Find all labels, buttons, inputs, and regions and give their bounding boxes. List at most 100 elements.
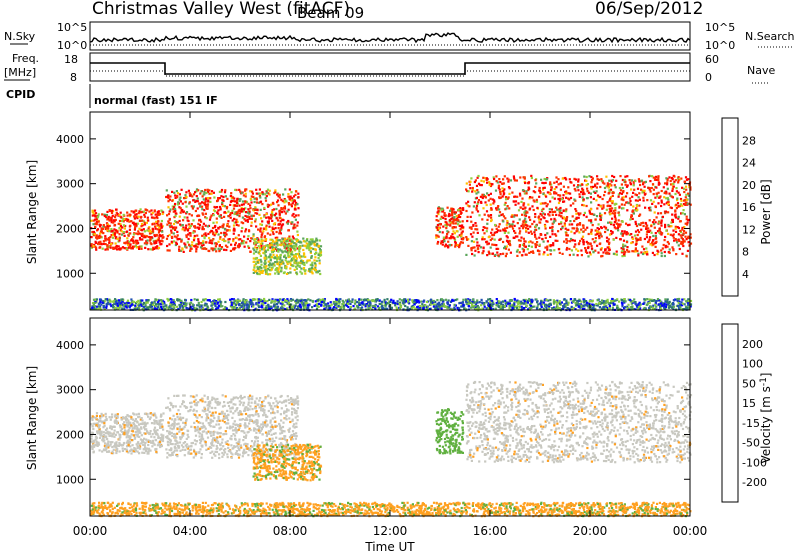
data-point	[311, 272, 314, 275]
data-point	[158, 241, 161, 244]
data-point	[641, 245, 644, 248]
data-point	[519, 194, 522, 197]
data-point	[204, 232, 207, 235]
data-point	[285, 221, 289, 224]
data-point	[260, 223, 263, 226]
data-point	[172, 226, 175, 229]
data-point	[654, 232, 657, 235]
data-point	[622, 253, 626, 256]
data-point	[265, 304, 268, 308]
data-point	[241, 241, 244, 244]
data-point	[281, 303, 284, 306]
data-point	[95, 218, 98, 221]
data-point	[643, 193, 646, 196]
data-point	[217, 240, 220, 243]
data-point	[646, 253, 649, 256]
data-point	[242, 210, 245, 213]
data-point	[603, 308, 606, 311]
data-point	[639, 213, 642, 216]
data-point	[497, 184, 500, 187]
data-point	[676, 177, 680, 180]
data-point	[91, 302, 95, 305]
data-point	[582, 230, 585, 233]
data-point	[475, 206, 478, 209]
data-point	[170, 231, 173, 234]
data-point	[489, 214, 493, 217]
data-point	[658, 227, 661, 230]
data-point	[265, 228, 268, 231]
data-point	[159, 226, 162, 229]
data-point	[619, 175, 622, 178]
data-point	[486, 192, 489, 195]
data-point	[165, 195, 168, 199]
data-point	[299, 240, 302, 243]
data-point	[270, 268, 273, 271]
data-point	[286, 249, 290, 253]
data-point	[618, 300, 621, 303]
data-point	[269, 253, 272, 256]
data-point	[260, 238, 263, 241]
data-point	[307, 244, 310, 247]
data-point	[269, 273, 272, 276]
data-point	[199, 205, 202, 208]
data-point	[660, 252, 663, 255]
data-point	[642, 196, 645, 199]
data-point	[138, 232, 141, 235]
data-point	[217, 247, 220, 250]
data-point	[96, 237, 99, 240]
data-point	[600, 247, 603, 250]
data-point	[577, 249, 580, 252]
data-point	[689, 299, 693, 303]
data-point	[631, 236, 634, 239]
data-point	[134, 213, 137, 216]
data-point	[578, 298, 581, 301]
data-point	[247, 246, 251, 249]
data-point	[436, 305, 439, 308]
data-point	[204, 212, 207, 215]
data-point	[607, 186, 610, 189]
data-point	[105, 216, 108, 219]
data-point	[116, 213, 119, 216]
data-point	[432, 305, 435, 308]
data-point	[432, 303, 436, 306]
data-point	[291, 298, 294, 301]
data-point	[335, 306, 338, 309]
data-point	[572, 184, 576, 187]
data-point	[522, 202, 526, 205]
data-point	[467, 200, 470, 203]
data-point	[543, 177, 546, 181]
data-point	[246, 218, 249, 221]
data-point	[151, 230, 154, 233]
data-point	[510, 225, 514, 228]
data-point	[263, 297, 266, 301]
data-point	[256, 208, 259, 211]
data-point	[507, 248, 510, 251]
data-point	[241, 226, 244, 230]
data-point	[240, 208, 243, 211]
data-point	[671, 220, 674, 223]
data-point	[678, 239, 681, 242]
data-point	[474, 228, 477, 231]
data-point	[198, 202, 201, 205]
data-point	[542, 212, 545, 215]
data-point	[278, 239, 281, 242]
data-point	[259, 192, 262, 195]
data-point	[687, 202, 690, 205]
data-point	[445, 237, 448, 240]
data-point	[460, 233, 463, 236]
data-point	[558, 222, 561, 226]
data-point	[603, 186, 607, 190]
data-point	[201, 212, 204, 215]
data-point	[280, 211, 283, 214]
data-point	[642, 181, 645, 184]
data-point	[593, 241, 596, 244]
data-point	[242, 306, 245, 309]
data-point	[387, 302, 390, 305]
data-point	[471, 235, 474, 238]
data-point	[145, 301, 148, 304]
data-point	[634, 179, 637, 183]
data-point	[436, 223, 439, 227]
data-point	[603, 194, 606, 197]
data-point	[94, 212, 98, 215]
data-point	[665, 190, 668, 193]
